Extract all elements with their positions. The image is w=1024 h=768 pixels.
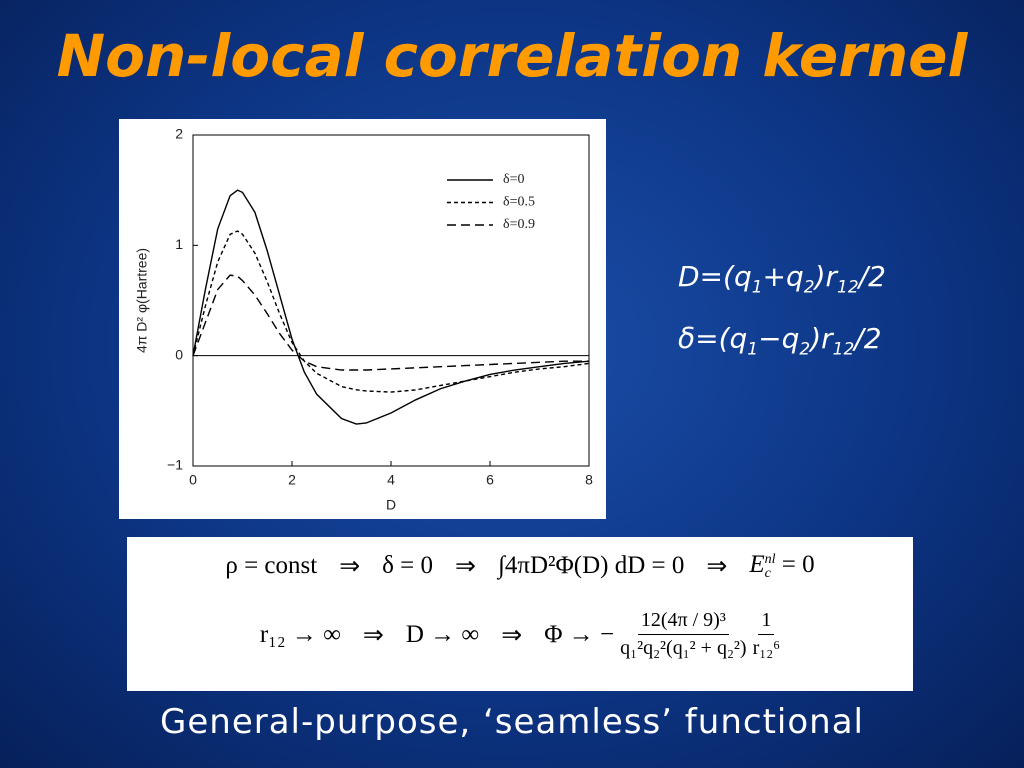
subscript: 12: [832, 339, 855, 360]
definition: δ=(q1−q2)r12/2: [678, 322, 882, 360]
formula-part: ⇒: [455, 553, 476, 580]
x-tick-label: 0: [189, 472, 197, 488]
formula-part: E: [749, 551, 765, 579]
formula-part: c: [764, 565, 771, 581]
formula-part: nl: [764, 551, 776, 567]
formula-part: r₁₂ → ∞: [259, 620, 341, 648]
formula-part: δ = 0: [382, 552, 434, 579]
fraction: 1 r₁₂⁶: [753, 609, 781, 660]
definition-part: δ=(q: [678, 322, 748, 355]
definition: D=(q1+q2)r12/2: [678, 260, 886, 298]
denominator: r₁₂⁶: [752, 637, 781, 659]
subscript: 1: [747, 339, 759, 360]
numerator: 1: [758, 609, 775, 635]
numerator: 12(4π / 9)³: [637, 609, 729, 635]
y-tick-label: −1: [167, 457, 183, 473]
formula-part: Φ → − 12(4π / 9)³ q₁²q₂²(q₁² + q₂²) 1 r₁₂⁶: [544, 609, 780, 660]
y-tick-label: 2: [175, 126, 183, 142]
y-axis-label: 4π D² φ(Hartree): [134, 248, 150, 353]
subscript: 2: [799, 339, 811, 360]
definition-part: /2: [854, 322, 882, 355]
definition-part: D=(q: [678, 260, 752, 293]
definition-part: )r: [810, 322, 833, 355]
subscript: 1: [751, 277, 763, 298]
definition-part: +q: [762, 260, 804, 293]
line-series: [192, 274, 589, 371]
formula-part: ⇒: [362, 621, 384, 649]
x-tick-label: 2: [288, 472, 296, 488]
x-tick-label: 6: [486, 472, 494, 488]
formula-part: ⇒: [339, 553, 361, 580]
subscript: 2: [803, 277, 815, 298]
definition-part: )r: [814, 260, 838, 293]
legend-label: δ=0.5: [503, 195, 535, 210]
subscript: 12: [837, 277, 859, 298]
y-tick-label: 0: [175, 346, 183, 362]
legend-label: δ=0.9: [503, 217, 535, 232]
x-tick-label: 4: [387, 472, 395, 488]
chart: −1 0 1 2 0 2 4 6 8 D 4π D² φ(Hartree) δ=0 δ=0.5 δ=0.9: [119, 119, 606, 519]
formula-box: ρ = const ⇒ δ = 0 ⇒ ∫4πD²Φ(D) dD = 0 ⇒ E…: [127, 537, 913, 691]
line-series: [192, 189, 590, 425]
line-series: [192, 230, 590, 393]
fraction: 12(4π / 9)³ q₁²q₂²(q₁² + q₂²): [620, 609, 746, 660]
x-tick-label: 8: [585, 472, 593, 488]
formula-row: r₁₂ → ∞ ⇒ D → ∞ ⇒ Φ → − 12(4π / 9)³ q₁²q₂…: [127, 609, 913, 660]
formula-part: ∫4πD²Φ(D) dD = 0: [498, 552, 685, 579]
slide-title: Non-local correlation kernel: [56, 22, 968, 90]
formula-part: ⇒: [501, 621, 523, 649]
formula-part: D → ∞: [405, 620, 480, 648]
definition-part: −q: [758, 322, 800, 355]
legend-label: δ=0: [503, 172, 525, 187]
formula-part: nl c: [764, 551, 776, 581]
footer-text: General-purpose, ‘seamless’ functional: [160, 702, 864, 742]
plot-frame: [192, 134, 590, 467]
denominator: q₁²q₂²(q₁² + q₂²): [620, 637, 747, 659]
x-axis-label: D: [386, 497, 396, 513]
formula-part: = 0: [781, 551, 815, 579]
definition-part: /2: [858, 260, 886, 293]
formula-part: ρ = const: [225, 552, 318, 579]
y-tick-label: 1: [175, 236, 183, 252]
formula-part: ⇒: [706, 553, 728, 580]
formula-part: Φ → −: [544, 620, 615, 648]
formula-row: ρ = const ⇒ δ = 0 ⇒ ∫4πD²Φ(D) dD = 0 ⇒ E…: [127, 551, 913, 581]
